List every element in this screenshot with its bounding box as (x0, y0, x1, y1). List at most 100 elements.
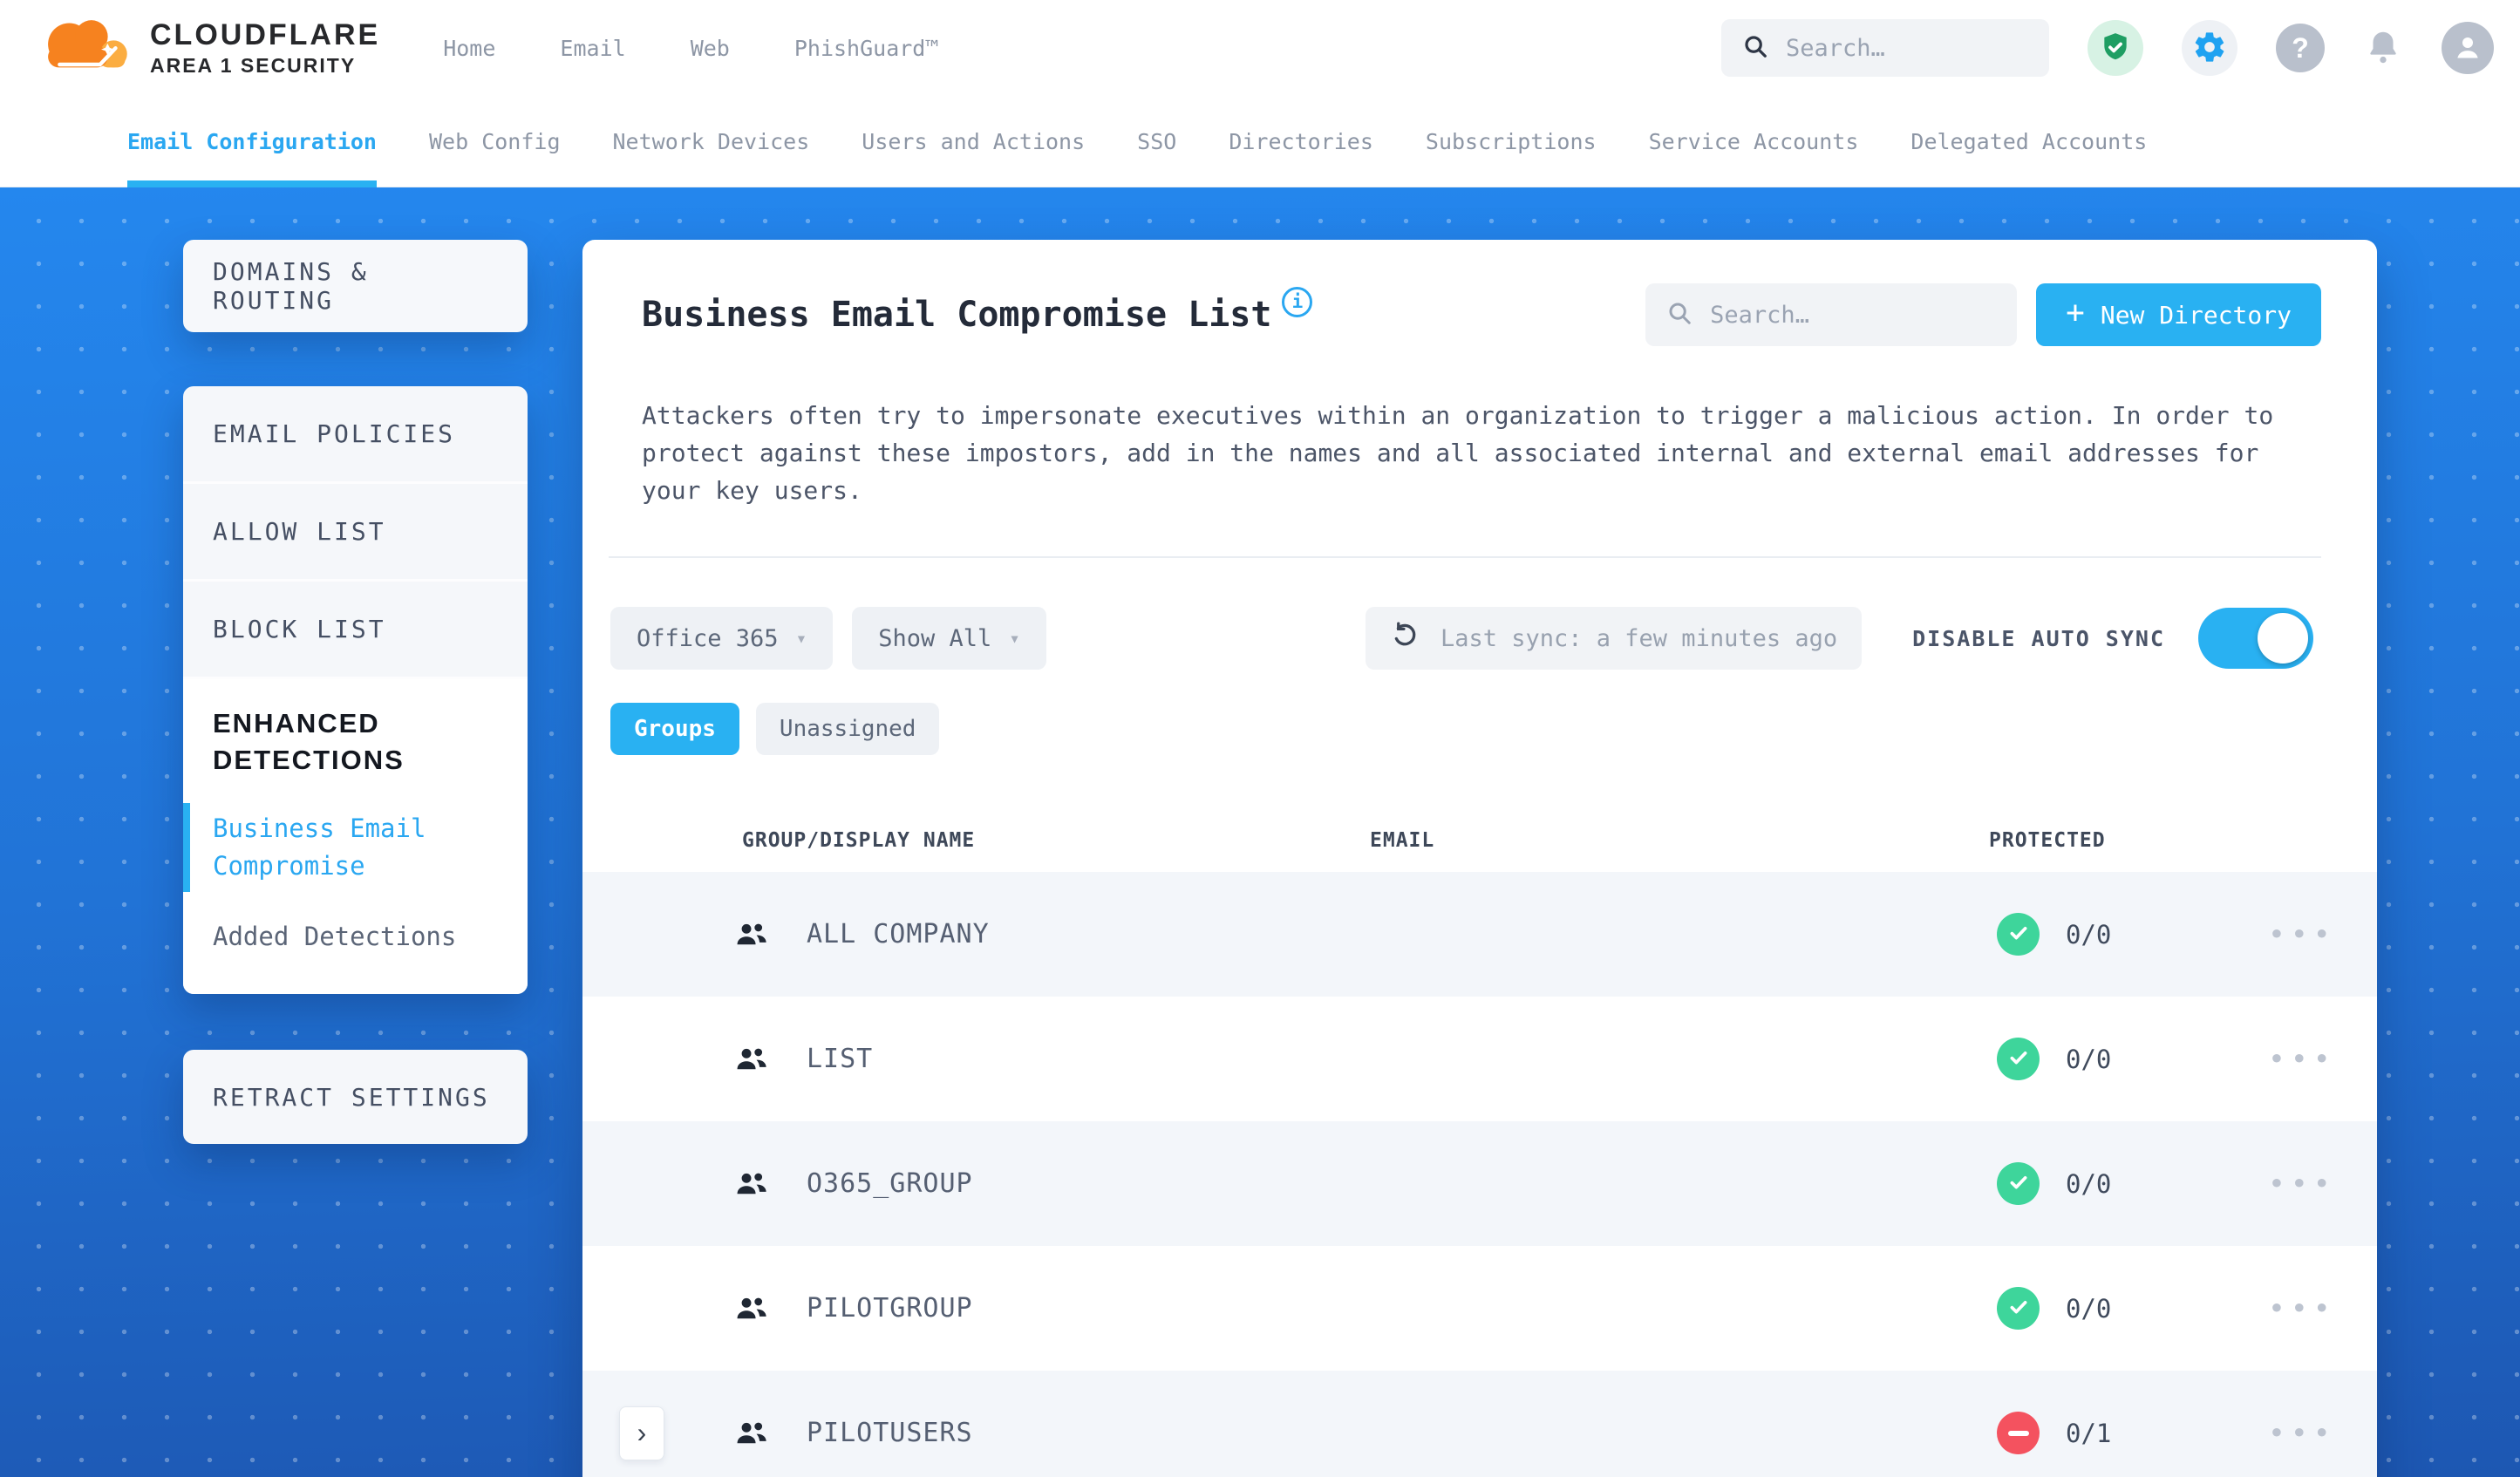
view-tab-groups[interactable]: Groups (610, 703, 739, 755)
sync-icon (1390, 620, 1421, 657)
sidebar-item-allow-list[interactable]: ALLOW LIST (183, 484, 528, 582)
last-sync-button[interactable]: Last sync: a few minutes ago (1365, 607, 1863, 670)
shield-check-icon (2099, 31, 2132, 66)
group-icon (733, 1041, 770, 1078)
tab-delegated-accounts[interactable]: Delegated Accounts (1910, 128, 2148, 154)
check-icon (2006, 1045, 2031, 1073)
column-header-protected: PROTECTED (1989, 829, 2106, 852)
brand-name: CLOUDFLARE (150, 18, 381, 52)
row-expander[interactable]: › (619, 1406, 664, 1460)
sidebar-item-business-email-compromise[interactable]: Business Email Compromise (183, 803, 431, 892)
protected-status-badge (1997, 1162, 2040, 1205)
column-header-group-name: GROUP/DISPLAY NAME (742, 829, 976, 852)
tab-service-accounts[interactable]: Service Accounts (1648, 128, 1859, 154)
directory-filter-value: Office 365 (637, 624, 779, 652)
group-icon (733, 1166, 770, 1202)
table-row[interactable]: › O365_GROUP 0/0 ••• (582, 1121, 2377, 1246)
sidebar-item-label: ALLOW LIST (213, 517, 386, 546)
group-name: ALL COMPANY (807, 919, 990, 950)
row-menu-button[interactable]: ••• (2268, 917, 2336, 951)
info-icon[interactable]: i (1282, 286, 1313, 317)
table-header-row: GROUP/DISPLAY NAME EMAIL PROTECTED (582, 809, 2377, 872)
group-name: PILOTGROUP (807, 1293, 973, 1324)
row-menu-button[interactable]: ••• (2268, 1416, 2336, 1450)
auto-sync-label: DISABLE AUTO SYNC (1912, 625, 2165, 651)
brand-logo[interactable]: CLOUDFLARE AREA 1 SECURITY (30, 10, 380, 86)
protected-status-badge (1997, 1287, 2040, 1330)
page-description: Attackers often try to impersonate execu… (642, 401, 2274, 505)
notifications-button[interactable] (2363, 27, 2403, 70)
global-search-input[interactable] (1786, 34, 2028, 62)
bell-icon (2363, 27, 2403, 70)
settings-button[interactable] (2182, 20, 2237, 76)
chevron-right-icon: › (637, 1417, 647, 1448)
nav-phishguard[interactable]: PhishGuard™ (793, 35, 939, 61)
user-avatar-icon (2450, 30, 2485, 67)
sidebar-item-added-detections[interactable]: Added Detections (213, 922, 457, 951)
table-row[interactable]: › PILOTGROUP 0/0 ••• (582, 1246, 2377, 1371)
tab-subscriptions[interactable]: Subscriptions (1425, 128, 1597, 154)
sidebar-section-enhanced-detections: ENHANCED DETECTIONS Business Email Compr… (183, 679, 528, 994)
sidebar-item-email-policies[interactable]: EMAIL POLICIES (183, 386, 528, 484)
account-button[interactable] (2442, 22, 2494, 74)
sidebar-item-label: EMAIL POLICIES (213, 419, 456, 448)
view-switcher: Groups Unassigned (610, 703, 2377, 755)
group-name: LIST (807, 1044, 874, 1074)
sidebar-item-block-list[interactable]: BLOCK LIST (183, 582, 528, 679)
nav-email[interactable]: Email (560, 35, 626, 61)
new-directory-button[interactable]: + New Directory (2036, 283, 2321, 346)
show-filter-value: Show All (878, 624, 992, 652)
sidebar-item-domains-routing[interactable]: DOMAINS & ROUTING (183, 240, 528, 332)
security-status-button[interactable] (2088, 20, 2143, 76)
nav-web[interactable]: Web (690, 35, 730, 61)
protected-count: 0/0 (2066, 919, 2112, 950)
content-background: DOMAINS & ROUTING EMAIL POLICIES ALLOW L… (0, 187, 2520, 1477)
group-name: O365_GROUP (807, 1168, 973, 1199)
auto-sync-toggle[interactable] (2198, 608, 2313, 669)
global-search[interactable] (1721, 19, 2049, 77)
sidebar-item-retract-settings[interactable]: RETRACT SETTINGS (183, 1050, 528, 1144)
row-menu-button[interactable]: ••• (2268, 1291, 2336, 1325)
enhanced-detections-heading: ENHANCED DETECTIONS (213, 708, 405, 775)
check-icon (2006, 1170, 2031, 1198)
table-row[interactable]: › LIST 0/0 ••• (582, 997, 2377, 1121)
table-row[interactable]: › ALL COMPANY 0/0 ••• (582, 872, 2377, 997)
protected-count: 0/1 (2066, 1418, 2112, 1448)
tab-sso[interactable]: SSO (1137, 128, 1177, 154)
tab-web-config[interactable]: Web Config (428, 128, 561, 154)
settings-sidebar: DOMAINS & ROUTING EMAIL POLICIES ALLOW L… (183, 240, 528, 1144)
tab-email-configuration[interactable]: Email Configuration (127, 96, 377, 187)
panel-header: Business Email Compromise List i + New D… (642, 283, 2321, 346)
nav-home[interactable]: Home (443, 35, 496, 61)
group-table-body: › ALL COMPANY 0/0 ••• › LIST (582, 872, 2377, 1477)
cloudflare-cloud-icon (30, 10, 138, 86)
toggle-knob (2258, 613, 2308, 664)
directory-search[interactable] (1645, 283, 2018, 346)
group-icon (733, 916, 770, 953)
view-tab-unassigned[interactable]: Unassigned (755, 703, 940, 755)
show-filter-dropdown[interactable]: Show All ▾ (852, 607, 1046, 670)
tab-network-devices[interactable]: Network Devices (612, 128, 810, 154)
search-icon (1666, 300, 1692, 330)
sidebar-item-label: BLOCK LIST (213, 615, 386, 643)
directory-filter-dropdown[interactable]: Office 365 ▾ (610, 607, 834, 670)
top-bar: CLOUDFLARE AREA 1 SECURITY Home Email We… (0, 0, 2520, 96)
sidebar-item-label: RETRACT SETTINGS (213, 1082, 490, 1112)
page-title: Business Email Compromise List (642, 295, 1272, 335)
row-menu-button[interactable]: ••• (2268, 1167, 2336, 1201)
row-menu-button[interactable]: ••• (2268, 1042, 2336, 1076)
primary-nav: Home Email Web PhishGuard™ (443, 36, 938, 61)
brand-tagline: AREA 1 SECURITY (150, 53, 357, 77)
tab-users-and-actions[interactable]: Users and Actions (862, 128, 1086, 154)
gear-icon (2192, 30, 2227, 67)
sidebar-policies-card: EMAIL POLICIES ALLOW LIST BLOCK LIST ENH… (183, 386, 528, 994)
check-icon (2006, 921, 2031, 949)
list-controls: Office 365 ▾ Show All ▾ Last sync: a few… (610, 607, 2313, 670)
config-tab-bar: Email Configuration Web Config Network D… (0, 96, 2520, 187)
directory-search-input[interactable] (1710, 301, 1997, 329)
chevron-down-icon: ▾ (1009, 628, 1020, 649)
help-button[interactable]: ? (2276, 24, 2325, 72)
tab-directories[interactable]: Directories (1229, 128, 1373, 154)
table-row[interactable]: › PILOTUSERS 0/1 ••• (582, 1371, 2377, 1477)
top-bar-actions: ? (1721, 19, 2494, 77)
